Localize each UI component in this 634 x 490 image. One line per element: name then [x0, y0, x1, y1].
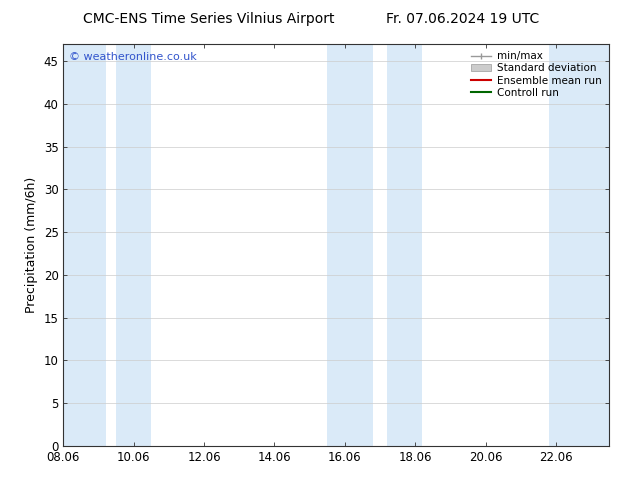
Bar: [387, 44, 422, 446]
Bar: [549, 44, 626, 446]
Legend: min/max, Standard deviation, Ensemble mean run, Controll run: min/max, Standard deviation, Ensemble me…: [469, 49, 604, 100]
Bar: [46, 44, 106, 446]
Bar: [327, 44, 373, 446]
Text: Fr. 07.06.2024 19 UTC: Fr. 07.06.2024 19 UTC: [386, 12, 540, 26]
Text: © weatheronline.co.uk: © weatheronline.co.uk: [69, 52, 197, 62]
Bar: [116, 44, 152, 446]
Text: CMC-ENS Time Series Vilnius Airport: CMC-ENS Time Series Vilnius Airport: [84, 12, 335, 26]
Y-axis label: Precipitation (mm/6h): Precipitation (mm/6h): [25, 177, 38, 313]
